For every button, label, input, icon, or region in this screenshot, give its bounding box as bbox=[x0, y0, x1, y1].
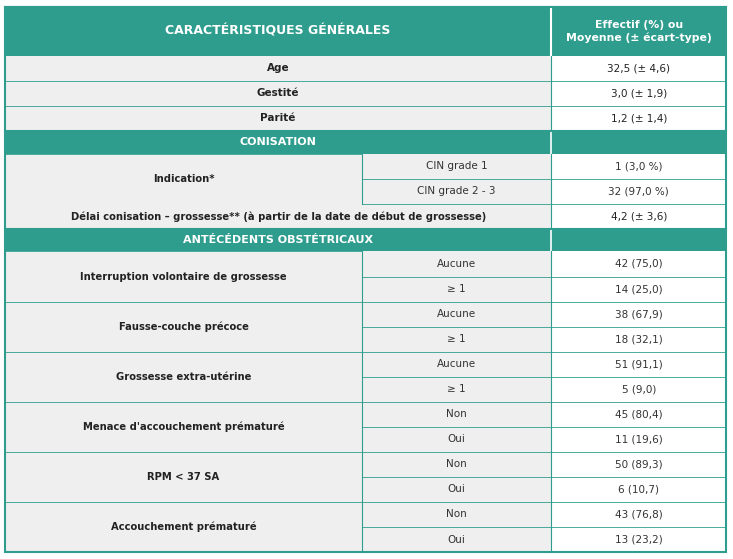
Text: 32 (97,0 %): 32 (97,0 %) bbox=[608, 186, 669, 196]
Bar bbox=[362, 252, 551, 277]
Text: Aucune: Aucune bbox=[437, 309, 476, 319]
Text: 50 (89,3): 50 (89,3) bbox=[615, 459, 663, 470]
Text: 1,2 (± 1,4): 1,2 (± 1,4) bbox=[611, 113, 667, 124]
Bar bbox=[551, 502, 726, 527]
Text: CIN grade 2 - 3: CIN grade 2 - 3 bbox=[417, 186, 496, 196]
Text: ≥ 1: ≥ 1 bbox=[447, 384, 466, 394]
Text: 3,0 (± 1,9): 3,0 (± 1,9) bbox=[611, 88, 667, 98]
Bar bbox=[5, 204, 551, 229]
Bar bbox=[551, 131, 726, 154]
Bar bbox=[551, 377, 726, 402]
Bar bbox=[551, 81, 726, 106]
Bar bbox=[362, 179, 551, 204]
Bar bbox=[5, 229, 551, 252]
Text: Age: Age bbox=[267, 63, 290, 73]
Bar bbox=[551, 277, 726, 301]
Bar bbox=[362, 452, 551, 477]
Text: Aucune: Aucune bbox=[437, 359, 476, 369]
Text: 4,2 (± 3,6): 4,2 (± 3,6) bbox=[611, 211, 667, 221]
Text: 1 (3,0 %): 1 (3,0 %) bbox=[615, 161, 663, 171]
Bar bbox=[362, 326, 551, 352]
Text: 45 (80,4): 45 (80,4) bbox=[615, 409, 663, 419]
Text: Menace d'accouchement prématuré: Menace d'accouchement prématuré bbox=[83, 421, 284, 432]
Bar bbox=[551, 301, 726, 326]
Bar bbox=[551, 229, 726, 252]
Bar bbox=[362, 402, 551, 427]
Bar bbox=[5, 252, 362, 301]
Bar bbox=[551, 352, 726, 377]
Text: Gestité: Gestité bbox=[257, 88, 299, 98]
Text: 14 (25,0): 14 (25,0) bbox=[615, 284, 663, 294]
Bar bbox=[362, 154, 551, 179]
Text: Fausse-couche précoce: Fausse-couche précoce bbox=[119, 321, 248, 332]
Bar bbox=[551, 7, 726, 56]
Text: 6 (10,7): 6 (10,7) bbox=[618, 485, 659, 494]
Text: Indication*: Indication* bbox=[152, 174, 214, 184]
Bar bbox=[551, 527, 726, 552]
Bar bbox=[362, 477, 551, 502]
Text: Parité: Parité bbox=[260, 113, 296, 124]
Bar bbox=[5, 7, 551, 56]
Text: 32,5 (± 4,6): 32,5 (± 4,6) bbox=[607, 63, 670, 73]
Text: 42 (75,0): 42 (75,0) bbox=[615, 259, 663, 269]
Text: CARACTÉRISTIQUES GÉNÉRALES: CARACTÉRISTIQUES GÉNÉRALES bbox=[166, 25, 391, 38]
Text: Oui: Oui bbox=[448, 434, 465, 444]
Bar bbox=[362, 377, 551, 402]
Bar bbox=[551, 477, 726, 502]
Text: Non: Non bbox=[446, 409, 467, 419]
Text: ≥ 1: ≥ 1 bbox=[447, 334, 466, 344]
Bar bbox=[362, 527, 551, 552]
Text: Interruption volontaire de grossesse: Interruption volontaire de grossesse bbox=[80, 272, 287, 282]
Bar bbox=[362, 502, 551, 527]
Bar bbox=[551, 106, 726, 131]
Bar bbox=[551, 402, 726, 427]
Bar bbox=[551, 204, 726, 229]
Bar bbox=[551, 179, 726, 204]
Text: Effectif (%) ou
Moyenne (± écart-type): Effectif (%) ou Moyenne (± écart-type) bbox=[566, 20, 712, 43]
Text: 38 (67,9): 38 (67,9) bbox=[615, 309, 663, 319]
Bar bbox=[5, 352, 362, 402]
Bar bbox=[5, 154, 362, 204]
Text: 5 (9,0): 5 (9,0) bbox=[622, 384, 656, 394]
Text: Oui: Oui bbox=[448, 534, 465, 544]
Text: RPM < 37 SA: RPM < 37 SA bbox=[147, 472, 220, 482]
Bar bbox=[5, 402, 362, 452]
Text: ≥ 1: ≥ 1 bbox=[447, 284, 466, 294]
Bar bbox=[362, 277, 551, 301]
Text: 11 (19,6): 11 (19,6) bbox=[615, 434, 663, 444]
Bar bbox=[5, 106, 551, 131]
Text: 43 (76,8): 43 (76,8) bbox=[615, 509, 663, 519]
Bar bbox=[551, 56, 726, 81]
Text: Grossesse extra-utérine: Grossesse extra-utérine bbox=[116, 372, 251, 382]
Bar bbox=[551, 252, 726, 277]
Text: CIN grade 1: CIN grade 1 bbox=[426, 161, 487, 171]
Bar bbox=[5, 131, 551, 154]
Bar bbox=[5, 56, 551, 81]
Text: Accouchement prématuré: Accouchement prématuré bbox=[111, 522, 257, 532]
Bar bbox=[5, 452, 362, 502]
Text: Aucune: Aucune bbox=[437, 259, 476, 269]
Bar bbox=[551, 452, 726, 477]
Text: CONISATION: CONISATION bbox=[240, 138, 317, 148]
Text: 51 (91,1): 51 (91,1) bbox=[615, 359, 663, 369]
Text: 18 (32,1): 18 (32,1) bbox=[615, 334, 663, 344]
Bar bbox=[551, 427, 726, 452]
Bar bbox=[551, 154, 726, 179]
Bar bbox=[362, 301, 551, 326]
Bar bbox=[5, 502, 362, 552]
Text: Délai conisation – grossesse** (à partir de la date de début de grossesse): Délai conisation – grossesse** (à partir… bbox=[70, 211, 486, 221]
Text: Non: Non bbox=[446, 459, 467, 470]
Bar bbox=[362, 427, 551, 452]
Bar bbox=[362, 352, 551, 377]
Text: 13 (23,2): 13 (23,2) bbox=[615, 534, 663, 544]
Bar bbox=[5, 81, 551, 106]
Text: Non: Non bbox=[446, 509, 467, 519]
Text: Oui: Oui bbox=[448, 485, 465, 494]
Bar bbox=[5, 301, 362, 352]
Bar bbox=[551, 326, 726, 352]
Text: ANTÉCÉDENTS OBSTÉTRICAUX: ANTÉCÉDENTS OBSTÉTRICAUX bbox=[183, 235, 373, 245]
